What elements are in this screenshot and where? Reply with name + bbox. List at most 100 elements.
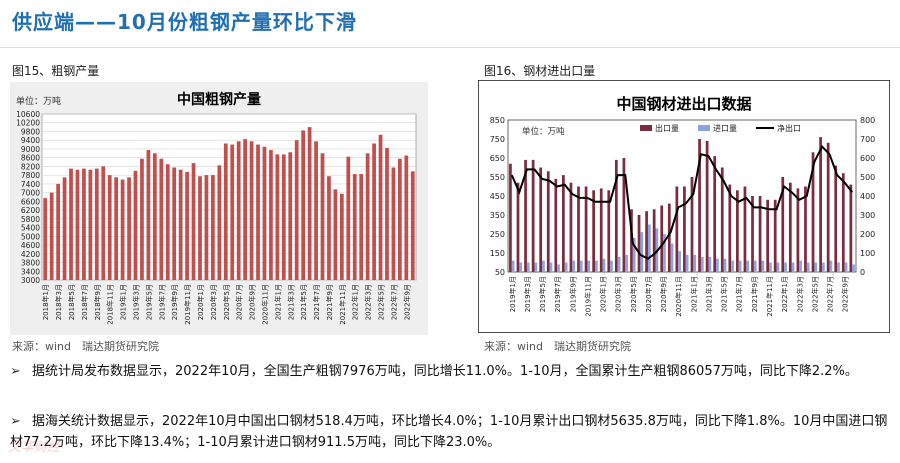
import-bar: [708, 256, 712, 272]
import-bar: [511, 260, 515, 272]
bar-2022年10月: [410, 171, 415, 280]
import-bar: [564, 262, 568, 272]
left-y-tick-label: 550: [490, 173, 505, 182]
bullet-arrow-icon: ➢: [10, 364, 21, 379]
export-bar: [599, 188, 603, 272]
export-bar: [758, 196, 762, 272]
import-bar: [784, 262, 787, 272]
legend-export-label: 出口量: [655, 123, 679, 133]
import-bar: [723, 258, 727, 272]
import-bar: [791, 262, 795, 272]
y-tick-label: 6200: [21, 206, 40, 215]
import-bar: [534, 262, 538, 272]
import-bar: [829, 260, 833, 272]
import-bar: [799, 260, 802, 272]
y-tick-label: 7400: [21, 180, 40, 189]
export-bar: [607, 190, 611, 272]
import-bar: [647, 224, 651, 272]
import-bar: [625, 254, 628, 272]
export-bar: [841, 173, 845, 272]
import-bar: [814, 262, 818, 272]
import-bar: [526, 262, 530, 272]
y-tick-label: 3400: [21, 267, 40, 276]
x-tick-label: 2019年3月: [132, 284, 141, 320]
x-tick-label: 2020年7月: [644, 276, 653, 312]
x-tick-label: 2018年5月: [67, 284, 76, 320]
export-bar: [630, 209, 633, 272]
x-tick-label: 2019年9月: [568, 276, 577, 312]
bar-2021年8月: [320, 153, 325, 280]
bar-2021年3月: [288, 152, 293, 280]
bar-2019年5月: [146, 150, 151, 280]
y-tick-label: 4600: [21, 241, 40, 250]
export-bar: [546, 171, 550, 272]
export-bar: [804, 186, 807, 272]
import-bar: [844, 262, 848, 272]
x-tick-label: 2019年1月: [119, 284, 128, 320]
export-bar: [788, 182, 792, 272]
import-bar: [542, 260, 545, 272]
import-bar: [632, 237, 636, 272]
export-bar: [773, 199, 777, 272]
import-bar: [617, 256, 621, 272]
x-tick-label: 2021年11月: [338, 284, 347, 325]
export-bar: [562, 175, 565, 272]
import-bar: [716, 258, 719, 272]
bar-2021年11月: [339, 193, 344, 280]
steel-output-chart: 中国粗钢产量 单位：万吨 30003400380042004600500054005…: [10, 82, 428, 335]
export-bar: [652, 209, 656, 272]
bar-2022年2月: [359, 174, 364, 280]
export-bar: [584, 186, 588, 272]
export-bar: [751, 196, 754, 272]
x-tick-label: 2020年1月: [599, 276, 608, 312]
x-tick-label: 2020年5月: [629, 276, 638, 312]
import-bar: [769, 262, 772, 272]
plot-area: [507, 119, 857, 273]
export-bar: [622, 158, 626, 272]
export-bar: [524, 159, 527, 272]
legend-export-swatch: [640, 125, 652, 131]
y-tick-label: 7800: [21, 171, 40, 180]
export-bar: [766, 199, 769, 272]
bar-2022年1月: [352, 174, 357, 280]
x-tick-label: 2021年3月: [704, 276, 713, 312]
steel-trade-chart-panel: 中国钢材进出口数据 单位：万吨 50 150 250 350 450 550 650 750 850…: [477, 79, 891, 334]
bar-2018年11月: [107, 175, 112, 280]
right-y-tick-label: 600: [860, 154, 875, 163]
left-y-tick-label: 450: [490, 192, 505, 201]
bar-2020年7月: [236, 141, 241, 280]
export-bar: [675, 186, 679, 272]
x-tick-label: 2020年5月: [222, 284, 231, 320]
bar-2019年9月: [172, 167, 177, 280]
import-bar: [806, 262, 810, 272]
x-tick-label: 2021年9月: [750, 276, 759, 312]
import-bar: [746, 260, 750, 272]
bar-2020年9月: [249, 141, 254, 280]
export-bar: [705, 140, 709, 272]
export-bar: [811, 152, 815, 272]
x-tick-label: 2020年9月: [659, 276, 668, 312]
export-bar: [698, 139, 701, 272]
export-bar: [690, 177, 694, 272]
import-bar: [753, 260, 757, 272]
y-tick-label: 6600: [21, 197, 40, 206]
x-tick-label: 2022年7月: [389, 284, 398, 320]
y-tick-label: 9000: [21, 145, 40, 154]
x-tick-label: 2018年3月: [54, 284, 63, 320]
bar-2020年2月: [204, 175, 209, 280]
bar-2018年3月: [56, 183, 60, 280]
bar-2021年5月: [301, 130, 306, 280]
x-tick-label: 2019年5月: [538, 276, 547, 312]
x-tick-label: 2020年11月: [260, 284, 269, 325]
x-tick-label: 2020年3月: [614, 276, 623, 312]
bar-2019年10月: [178, 169, 183, 280]
bar-2018年10月: [101, 166, 106, 280]
bar-2022年6月: [385, 147, 389, 280]
export-bar: [509, 163, 512, 272]
legend-import-label: 进口量: [713, 124, 737, 133]
export-bar: [819, 137, 822, 272]
bar-2019年3月: [133, 170, 138, 280]
right-y-tick-label: 100: [860, 249, 875, 258]
import-bar: [640, 232, 644, 272]
